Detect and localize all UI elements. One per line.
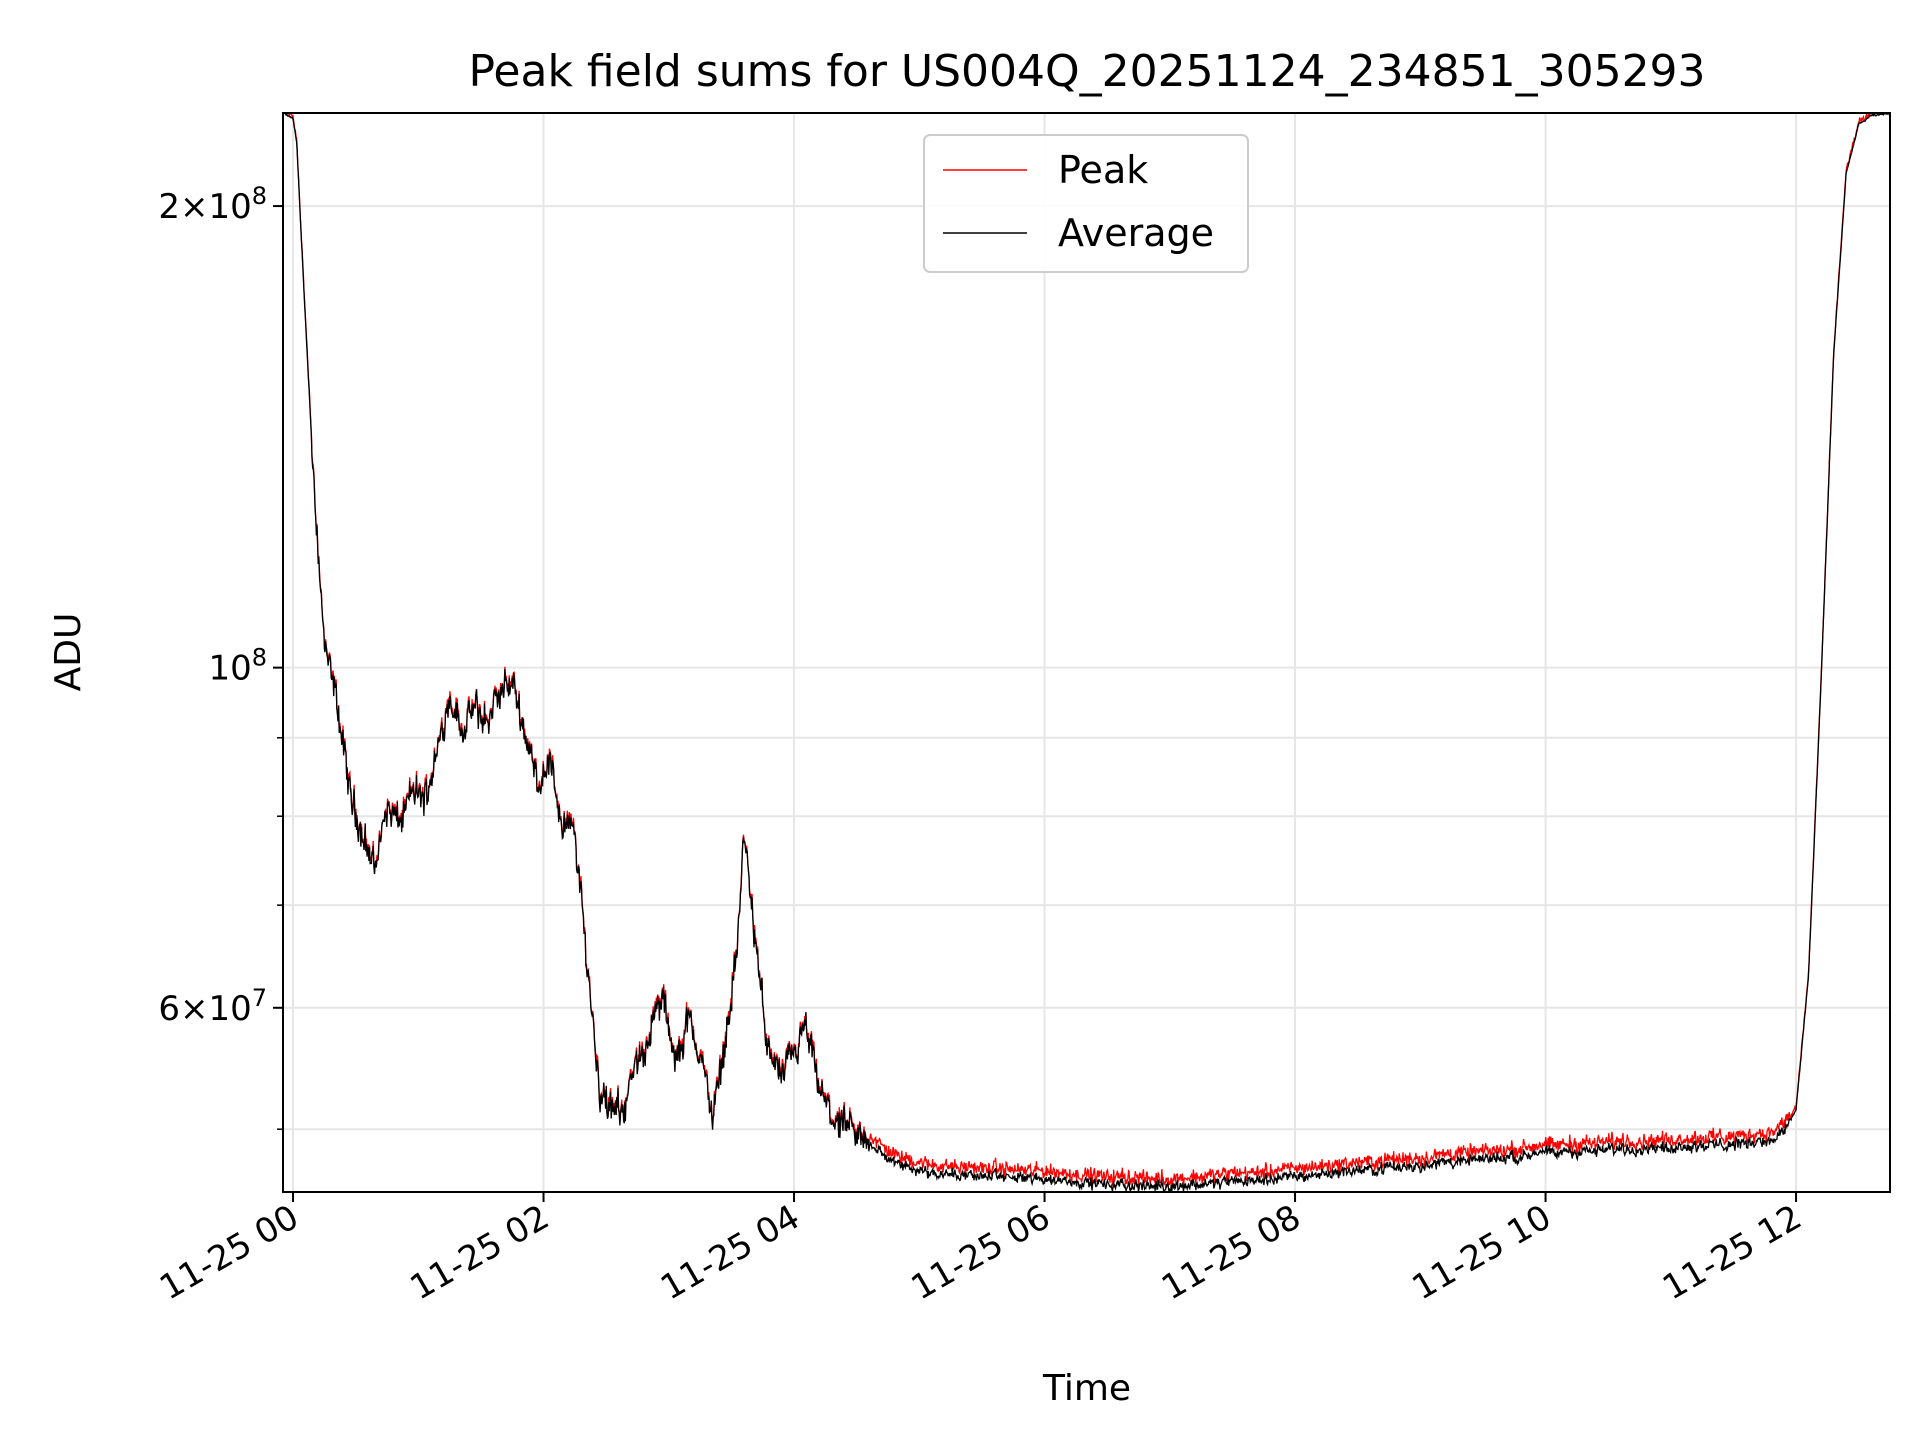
legend-average-label: Average bbox=[1058, 211, 1214, 255]
y-tick-label: 2×108 bbox=[158, 182, 267, 227]
y-tick-label: 6×107 bbox=[158, 984, 267, 1029]
legend: Peak Average bbox=[923, 134, 1249, 273]
legend-peak-label: Peak bbox=[1058, 148, 1148, 192]
y-tick-label: 108 bbox=[208, 644, 267, 689]
plot-frame bbox=[282, 112, 1891, 1193]
y-axis: 6×107 108 2×108 bbox=[158, 182, 283, 1130]
chart-title: Peak field sums for US004Q_20251124_2348… bbox=[468, 46, 1705, 97]
x-axis-label: Time bbox=[1042, 1368, 1131, 1409]
series-layer bbox=[283, 113, 1890, 1192]
series-average-line bbox=[283, 113, 1890, 1192]
y-axis-label: ADU bbox=[48, 613, 89, 692]
